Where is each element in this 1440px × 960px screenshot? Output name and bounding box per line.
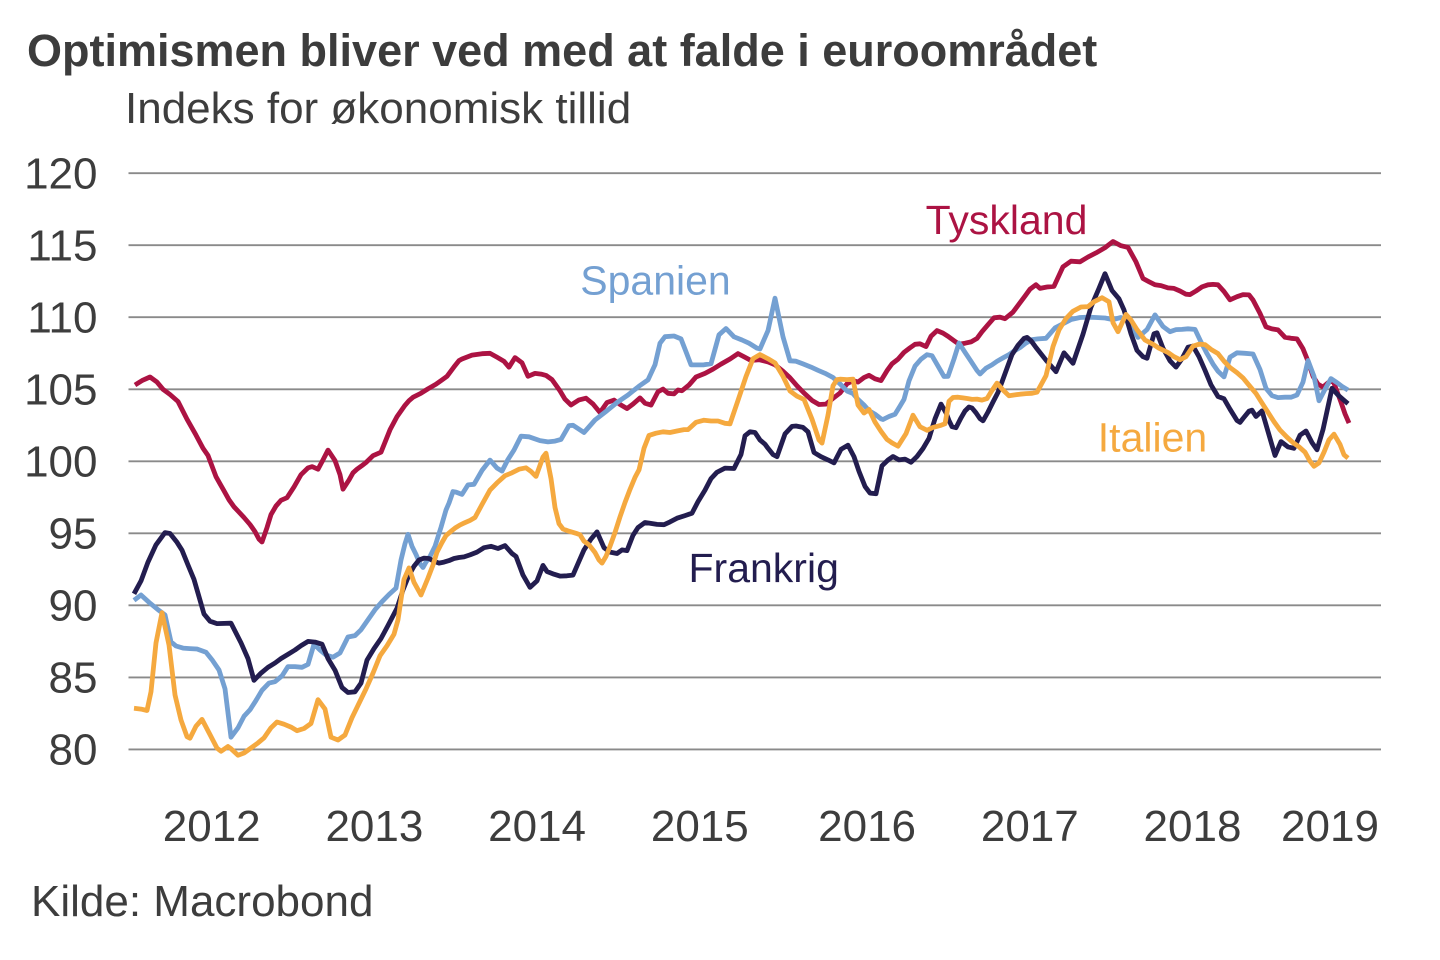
svg-text:2013: 2013 xyxy=(325,802,423,851)
svg-text:90: 90 xyxy=(49,582,98,631)
svg-text:2014: 2014 xyxy=(488,802,586,851)
svg-text:2012: 2012 xyxy=(163,802,261,851)
svg-text:95: 95 xyxy=(49,510,98,559)
svg-text:Indeks for økonomisk tillid: Indeks for økonomisk tillid xyxy=(125,84,631,133)
svg-text:2018: 2018 xyxy=(1144,802,1242,851)
svg-text:105: 105 xyxy=(24,366,97,415)
svg-text:110: 110 xyxy=(27,294,97,343)
svg-text:2015: 2015 xyxy=(651,802,749,851)
svg-text:120: 120 xyxy=(24,150,97,199)
svg-text:2019: 2019 xyxy=(1281,802,1379,851)
svg-text:Optimismen bliver ved med at f: Optimismen bliver ved med at falde i eur… xyxy=(27,25,1097,76)
svg-text:115: 115 xyxy=(27,222,97,271)
svg-text:Spanien: Spanien xyxy=(580,258,730,304)
svg-text:Tyskland: Tyskland xyxy=(926,197,1088,243)
svg-text:Kilde: Macrobond: Kilde: Macrobond xyxy=(31,877,373,926)
svg-text:Frankrig: Frankrig xyxy=(689,545,839,591)
svg-text:100: 100 xyxy=(24,438,97,487)
svg-text:80: 80 xyxy=(49,726,98,775)
svg-text:85: 85 xyxy=(49,654,98,703)
svg-text:2016: 2016 xyxy=(818,802,916,851)
svg-text:2017: 2017 xyxy=(981,802,1079,851)
svg-text:Italien: Italien xyxy=(1098,415,1207,461)
